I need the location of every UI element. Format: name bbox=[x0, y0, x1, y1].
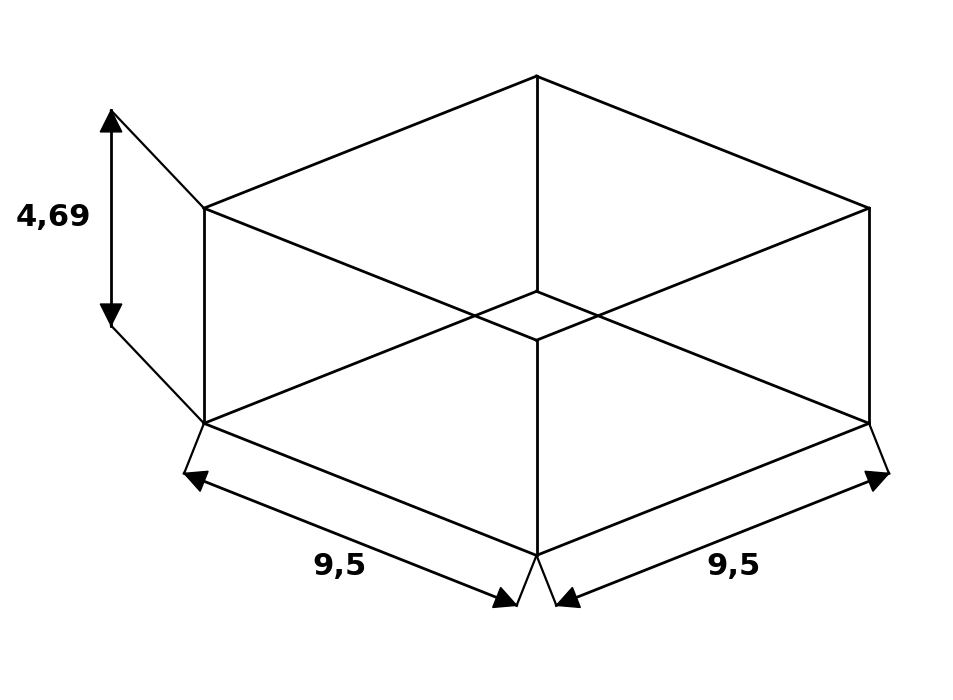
Text: 9,5: 9,5 bbox=[313, 552, 366, 581]
Polygon shape bbox=[492, 587, 517, 608]
Polygon shape bbox=[556, 587, 579, 608]
Text: 4,69: 4,69 bbox=[16, 204, 91, 232]
Text: 9,5: 9,5 bbox=[705, 552, 760, 581]
Polygon shape bbox=[864, 471, 888, 491]
Polygon shape bbox=[100, 111, 122, 132]
Polygon shape bbox=[184, 471, 208, 491]
Polygon shape bbox=[100, 304, 122, 326]
